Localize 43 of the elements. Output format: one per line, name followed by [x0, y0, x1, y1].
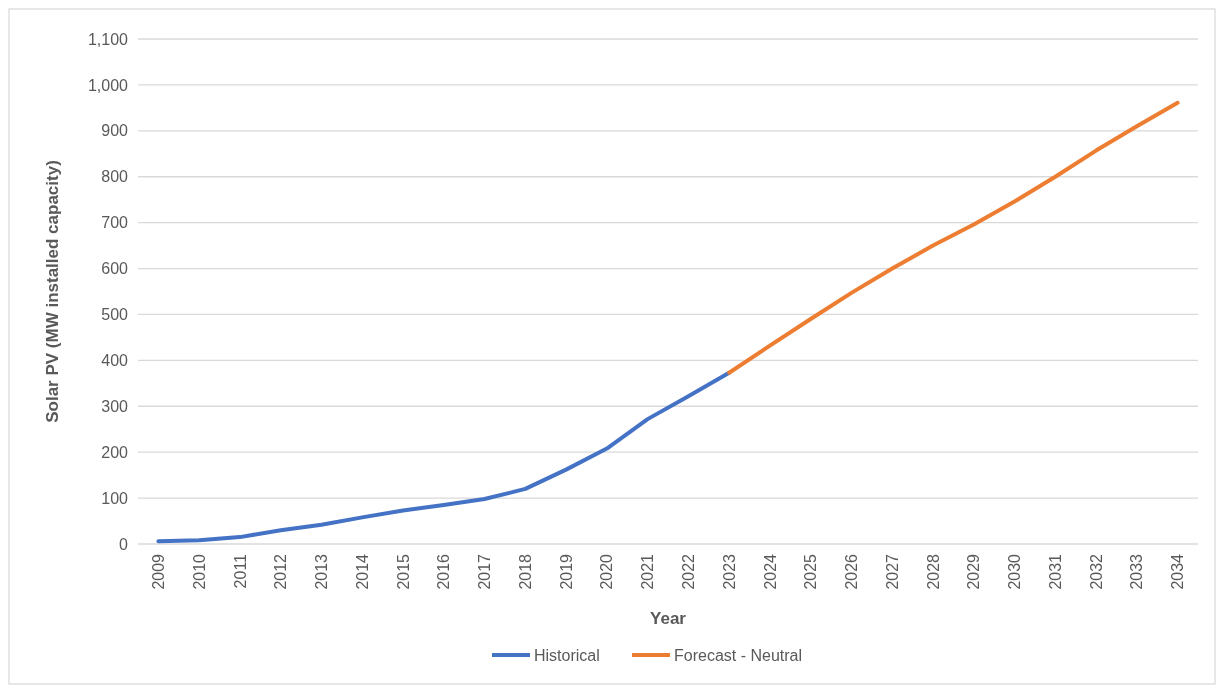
x-tick-label: 2014 — [353, 553, 371, 590]
line-series — [727, 100, 1180, 375]
y-tick-label: 800 — [101, 168, 129, 186]
x-tick-label: 2024 — [761, 553, 779, 590]
y-tick-label: 1,100 — [87, 30, 129, 48]
legend-label: Forecast - Neutral — [674, 646, 803, 664]
x-tick-label: 2010 — [190, 553, 208, 590]
x-tick-label: 2017 — [476, 553, 494, 590]
x-tick-label: 2025 — [802, 553, 820, 590]
x-tick-label: 2021 — [639, 553, 657, 590]
x-tick-label: 2023 — [720, 553, 738, 590]
y-tick-label: 100 — [101, 489, 129, 507]
x-tick-label: 2020 — [598, 553, 616, 590]
y-tick-label: 600 — [101, 260, 129, 278]
x-tick-label: 2022 — [679, 553, 697, 590]
x-tick-label: 2028 — [924, 553, 942, 590]
x-tick-label: 2012 — [272, 553, 290, 590]
y-tick-label: 500 — [101, 306, 129, 324]
x-tick-label: 2026 — [843, 553, 861, 590]
y-tick-label: 200 — [101, 443, 129, 461]
x-tick-label: 2031 — [1046, 553, 1064, 590]
x-tick-label: 2030 — [1006, 553, 1024, 590]
y-axis-title: Solar PV (MW installed capacity) — [43, 160, 62, 423]
legend-label: Historical — [534, 646, 600, 664]
x-tick-label: 2015 — [394, 553, 412, 590]
x-tick-label: 2029 — [965, 553, 983, 590]
x-tick-label: 2011 — [231, 553, 249, 589]
x-tick-label: 2018 — [516, 553, 534, 590]
x-tick-label: 2016 — [435, 553, 453, 590]
x-tick-label: 2032 — [1087, 553, 1105, 590]
y-tick-label: 300 — [101, 397, 129, 415]
y-tick-label: 900 — [101, 122, 129, 140]
x-tick-label: 2019 — [557, 553, 575, 590]
x-tick-label: 2027 — [883, 553, 901, 590]
x-tick-label: 2034 — [1169, 553, 1187, 590]
x-tick-label: 2009 — [149, 553, 167, 590]
y-tick-label: 1,000 — [87, 76, 129, 94]
x-tick-label: 2033 — [1128, 553, 1146, 590]
y-tick-label: 0 — [119, 535, 129, 553]
y-tick-label: 400 — [101, 351, 129, 369]
x-axis-title: Year — [650, 609, 687, 628]
y-tick-label: 700 — [101, 214, 129, 232]
x-tick-label: 2013 — [313, 553, 331, 590]
